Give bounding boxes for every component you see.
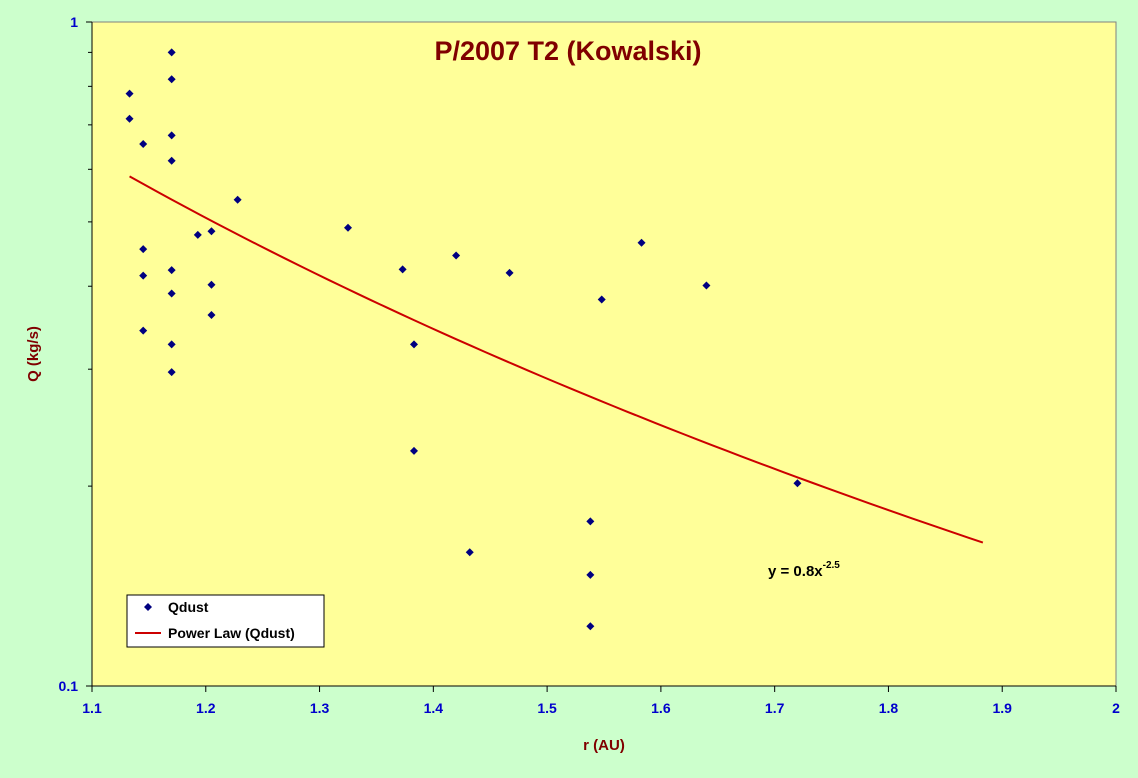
- data-point: [193, 230, 202, 239]
- data-point: [207, 280, 216, 289]
- x-tick-label: 1.2: [196, 700, 216, 716]
- data-point: [586, 517, 595, 526]
- data-point: [702, 281, 711, 290]
- plot-area: [91, 21, 1117, 687]
- data-point: [586, 622, 595, 631]
- data-point: [409, 340, 418, 349]
- y-tick-label: 1: [70, 14, 78, 30]
- x-tick-label: 1.3: [310, 700, 330, 716]
- data-point: [505, 268, 514, 277]
- data-point: [167, 368, 176, 377]
- legend-label-power-law: Power Law (Qdust): [168, 625, 295, 641]
- x-tick-label: 1.9: [992, 700, 1012, 716]
- trendline-layer: [129, 175, 984, 544]
- data-point: [125, 89, 134, 98]
- power-law-trendline: [129, 175, 984, 544]
- data-point: [465, 548, 474, 557]
- data-point: [167, 289, 176, 298]
- x-tick-label: 1.1: [82, 700, 102, 716]
- x-tick-label: 1.6: [651, 700, 671, 716]
- data-point: [167, 266, 176, 275]
- data-point: [409, 446, 418, 455]
- y-tick-label: 0.1: [59, 678, 79, 694]
- x-tick-label: 1.7: [765, 700, 785, 716]
- axes: 1.1 1.2 1.3 1.4 1.5 1.6 1.7 1.8 1.9 2 0.1 1: [59, 14, 1121, 716]
- chart-title: P/2007 T2 (Kowalski): [434, 36, 701, 66]
- legend-label-qdust: Qdust: [168, 599, 209, 615]
- data-point: [793, 479, 802, 488]
- data-point: [139, 326, 148, 335]
- x-tick-label: 1.5: [537, 700, 557, 716]
- data-point: [139, 245, 148, 254]
- data-point: [452, 251, 461, 260]
- legend-marker-qdust: [144, 603, 152, 611]
- data-point: [398, 265, 407, 274]
- x-tick-label: 1.8: [879, 700, 899, 716]
- data-point: [586, 570, 595, 579]
- trend-equation-base: y = 0.8x: [768, 563, 823, 580]
- legend: Qdust Power Law (Qdust): [126, 594, 325, 648]
- data-point: [233, 195, 242, 204]
- data-point: [167, 75, 176, 84]
- data-point: [167, 340, 176, 349]
- x-tick-label: 2: [1112, 700, 1120, 716]
- x-tick-label: 1.4: [424, 700, 444, 716]
- data-point: [167, 156, 176, 165]
- data-point: [207, 311, 216, 320]
- x-axis-title: r (AU): [583, 737, 625, 754]
- y-axis-title: Q (kg/s): [25, 326, 42, 382]
- data-point: [637, 238, 646, 247]
- trend-equation-exponent: -2.5: [823, 560, 841, 571]
- data-point: [167, 48, 176, 57]
- data-point: [344, 223, 352, 232]
- data-point: [597, 295, 606, 304]
- data-point: [207, 227, 216, 236]
- trend-equation: y = 0.8x-2.5: [768, 560, 840, 580]
- data-point: [139, 271, 148, 280]
- data-point: [125, 114, 134, 123]
- data-point: [139, 140, 148, 149]
- scatter-points: [125, 48, 802, 631]
- legend-box: [126, 594, 325, 648]
- data-point: [167, 131, 176, 140]
